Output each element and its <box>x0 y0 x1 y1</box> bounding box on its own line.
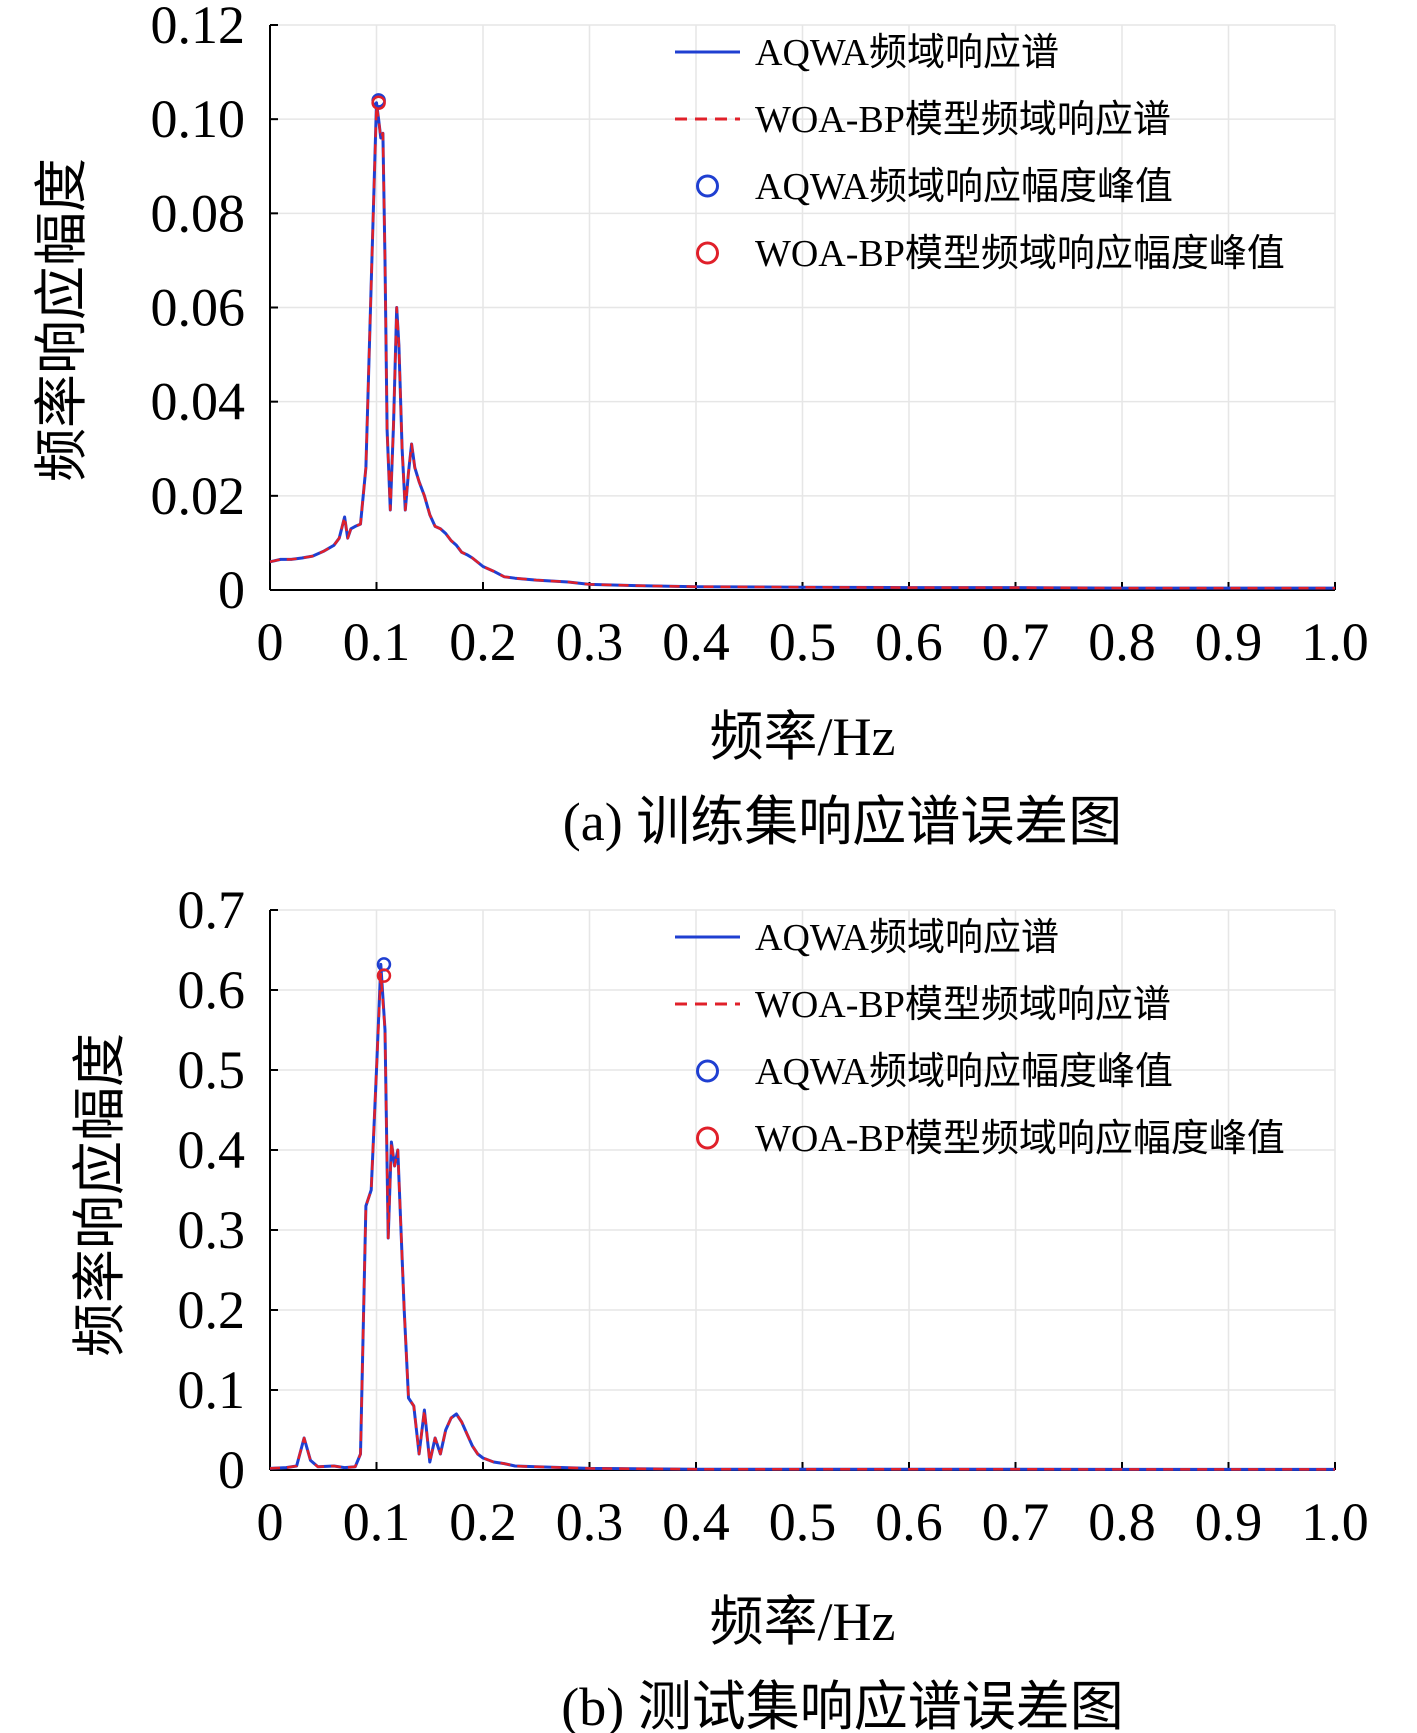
x-tick-label: 0.1 <box>343 1492 411 1552</box>
chart-panel-a: 0 0.1 0.2 0.3 0.4 0.5 0.6 0.7 0.8 0.9 1.0 0 0.02 0.04… <box>32 0 1369 852</box>
chart-panel-b: 0 0.1 0.2 0.3 0.4 0.5 0.6 0.7 0.8 0.9 1.0 0 0.1 0.2 0.… <box>70 880 1369 1733</box>
x-tick-label: 0.8 <box>1088 612 1156 672</box>
legend-swatch-marker <box>696 174 719 198</box>
x-tick-label: 0.5 <box>769 612 837 672</box>
legend-entry-label: WOA-BP模型频域响应谱 <box>755 99 1171 141</box>
x-axis-label: 频率/Hz <box>710 707 896 767</box>
x-tick-label: 1.0 <box>1301 1492 1369 1552</box>
legend: AQWA频域响应谱 WOA-BP模型频域响应谱 AQWA频域响应幅度峰值 WOA-BP… <box>675 917 1285 1160</box>
x-tick-label: 0.4 <box>662 612 730 672</box>
x-tick-label: 0.5 <box>769 1492 837 1552</box>
x-tick-label: 0.9 <box>1195 1492 1263 1552</box>
x-tick-label: 0.9 <box>1195 612 1263 672</box>
x-tick-label: 0.7 <box>982 612 1050 672</box>
x-tick-label: 0.7 <box>982 1492 1050 1552</box>
legend-entry-label: WOA-BP模型频域响应谱 <box>755 984 1171 1026</box>
y-tick-label: 0.4 <box>178 1120 246 1180</box>
peak-marker-woa-bp <box>371 95 386 110</box>
x-tick-label: 0.4 <box>662 1492 730 1552</box>
x-axis-label: 频率/Hz <box>710 1592 896 1652</box>
x-tick-label: 0.1 <box>343 612 411 672</box>
y-axis-label: 频率响应幅度 <box>70 1033 130 1357</box>
y-tick-label: 0.5 <box>178 1040 246 1100</box>
y-tick-label: 0.2 <box>178 1280 246 1340</box>
y-tick-label: 0.10 <box>151 89 246 149</box>
peak-marker-woa-bp <box>376 968 392 983</box>
x-tick-label: 0.6 <box>875 1492 943 1552</box>
legend: AQWA频域响应谱 WOA-BP模型频域响应谱 AQWA频域响应幅度峰值 WOA-BP… <box>675 32 1285 275</box>
x-tick-label: 0.3 <box>556 1492 624 1552</box>
y-tick-label: 0.04 <box>151 372 246 432</box>
x-tick-label: 0.3 <box>556 612 624 672</box>
y-tick-label: 0.02 <box>151 466 246 526</box>
y-tick-label: 0.12 <box>151 0 246 55</box>
legend-swatch-marker <box>696 1126 719 1150</box>
series-line-woa-bp <box>269 972 1335 1471</box>
panel-caption: (b) 测试集响应谱误差图 <box>561 1677 1123 1733</box>
legend-entry-label: AQWA频域响应谱 <box>755 32 1059 74</box>
legend-swatch-marker <box>696 1059 719 1083</box>
y-tick-label: 0.7 <box>178 880 246 940</box>
y-tick-label: 0.6 <box>178 960 246 1020</box>
legend-entry-label: WOA-BP模型频域响应幅度峰值 <box>755 1118 1285 1160</box>
series-line-woa-bp <box>269 103 1335 590</box>
legend-swatch-marker <box>696 241 719 265</box>
y-tick-label: 0.08 <box>151 183 246 243</box>
legend-entry-label: AQWA频域响应幅度峰值 <box>755 1051 1173 1093</box>
x-tick-label: 0 <box>257 612 284 672</box>
legend-entry-label: WOA-BP模型频域响应幅度峰值 <box>755 233 1285 275</box>
panel-caption: (a) 训练集响应谱误差图 <box>563 792 1122 852</box>
x-tick-label: 0.6 <box>875 612 943 672</box>
legend-entry-label: AQWA频域响应谱 <box>755 917 1059 959</box>
x-tick-label: 0.8 <box>1088 1492 1156 1552</box>
x-tick-label: 0 <box>257 1492 284 1552</box>
x-tick-label: 0.2 <box>449 612 517 672</box>
y-tick-label: 0.1 <box>178 1360 246 1420</box>
y-axis-label: 频率响应幅度 <box>32 158 92 482</box>
x-tick-label: 1.0 <box>1301 612 1369 672</box>
y-tick-label: 0 <box>218 1440 245 1500</box>
y-tick-label: 0.06 <box>151 278 246 338</box>
y-tick-label: 0.3 <box>178 1200 246 1260</box>
y-tick-label: 0 <box>218 560 245 620</box>
x-tick-label: 0.2 <box>449 1492 517 1552</box>
legend-entry-label: AQWA频域响应幅度峰值 <box>755 166 1173 208</box>
